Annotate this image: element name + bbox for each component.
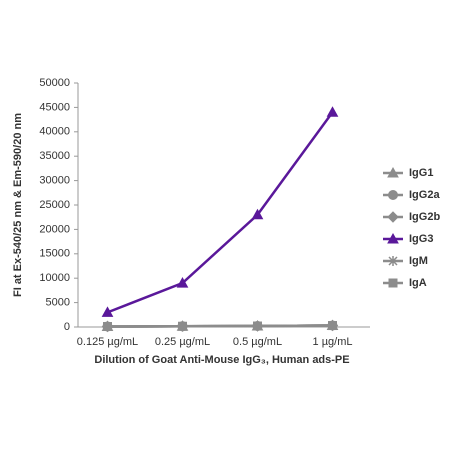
data-point <box>176 277 189 288</box>
x-axis-title: Dilution of Goat Anti-Mouse IgG₃, Human … <box>94 354 349 366</box>
data-point <box>103 322 112 332</box>
y-tick-label: 40000 <box>39 126 70 138</box>
data-point <box>328 321 337 331</box>
x-tick-label: 0.125 µg/mL <box>77 336 138 348</box>
data-point <box>178 321 187 331</box>
y-tick-label: 25000 <box>39 199 70 211</box>
y-tick-label: 30000 <box>39 175 70 187</box>
data-point <box>251 208 264 220</box>
y-tick-label: 5000 <box>46 297 70 309</box>
legend-label: IgA <box>409 277 427 289</box>
x-tick-label: 0.5 µg/mL <box>233 336 282 348</box>
legend-marker <box>388 278 398 288</box>
y-tick-label: 15000 <box>39 248 70 260</box>
x-tick-label: 0.25 µg/mL <box>155 336 210 348</box>
legend-label: IgG2a <box>409 189 440 201</box>
legend-label: IgM <box>409 255 428 267</box>
legend-marker <box>388 190 398 200</box>
series-line <box>107 111 334 314</box>
y-tick-label: 50000 <box>39 77 70 89</box>
data-point <box>101 306 114 317</box>
legend-marker <box>388 256 398 266</box>
legend-label: IgG2b <box>409 211 440 223</box>
legend-marker <box>387 232 399 244</box>
data-point <box>326 106 339 117</box>
y-tick-label: 10000 <box>39 272 70 284</box>
data-point <box>253 321 262 331</box>
y-axis-title: FI at Ex-540/25 nm & Em-590/20 nm <box>12 113 24 297</box>
legend-marker <box>387 211 399 223</box>
legend-marker <box>387 166 399 178</box>
series-line <box>107 324 333 328</box>
x-tick-label: 1 µg/mL <box>313 336 353 348</box>
legend-label: IgG1 <box>409 167 433 179</box>
y-tick-label: 35000 <box>39 150 70 162</box>
y-tick-label: 0 <box>64 321 70 333</box>
y-tick-label: 45000 <box>39 101 70 113</box>
legend-label: IgG3 <box>409 233 433 245</box>
y-tick-label: 20000 <box>39 223 70 235</box>
